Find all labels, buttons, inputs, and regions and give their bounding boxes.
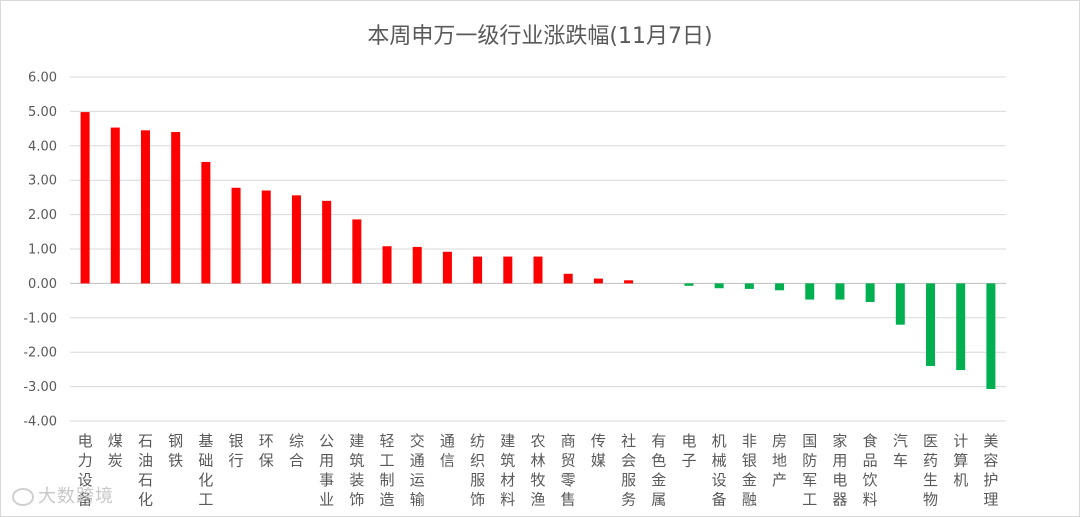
bar bbox=[503, 256, 513, 284]
y-tick-label: -2.00 bbox=[23, 346, 57, 361]
y-tick-label: -4.00 bbox=[23, 415, 57, 430]
bar bbox=[110, 127, 120, 284]
bar bbox=[926, 283, 936, 366]
bar bbox=[986, 283, 996, 390]
x-tick-label: 电子 bbox=[681, 432, 696, 470]
y-tick-label: 1.00 bbox=[28, 243, 57, 258]
bar bbox=[473, 256, 483, 284]
watermark-text: 大数跨境 bbox=[38, 486, 114, 507]
bar bbox=[835, 283, 845, 300]
bar bbox=[684, 283, 694, 286]
bar bbox=[714, 283, 724, 289]
x-tick-label: 医药生物 bbox=[923, 432, 938, 509]
x-tick-label: 美容护理 bbox=[983, 432, 998, 509]
bar bbox=[805, 283, 815, 300]
x-tick-label: 煤炭 bbox=[108, 432, 123, 470]
x-tick-label: 通信 bbox=[440, 432, 455, 470]
y-tick-label: 3.00 bbox=[28, 174, 57, 189]
bar bbox=[865, 283, 875, 302]
bar bbox=[442, 251, 452, 284]
bars bbox=[80, 112, 996, 390]
x-tick-label: 汽车 bbox=[893, 432, 908, 470]
x-tick-label: 家用电器 bbox=[832, 432, 847, 509]
x-tick-label: 食品饮料 bbox=[863, 432, 878, 509]
bar bbox=[140, 130, 150, 284]
x-tick-label: 非银金融 bbox=[742, 432, 757, 509]
bar bbox=[956, 283, 966, 371]
x-tick-label: 纺织服饰 bbox=[470, 432, 485, 509]
bar bbox=[624, 280, 634, 284]
y-axis-ticks: 6.00 5.00 4.00 3.00 2.00 1.00 0.00 -1.00 -2.00 -3… bbox=[23, 71, 57, 430]
watermark: 大数跨境 bbox=[12, 482, 114, 508]
bar bbox=[231, 187, 241, 284]
x-tick-label: 商贸零售 bbox=[561, 432, 576, 509]
x-tick-label: 建筑装饰 bbox=[349, 432, 364, 509]
bar bbox=[322, 200, 332, 284]
y-tick-label: -3.00 bbox=[23, 380, 57, 395]
x-tick-label: 社会服务 bbox=[621, 432, 636, 509]
bar bbox=[80, 112, 90, 284]
x-tick-label: 钢铁 bbox=[168, 432, 183, 470]
y-tick-label: 5.00 bbox=[28, 105, 57, 120]
x-tick-label: 综合 bbox=[289, 432, 304, 470]
y-tick-label: 6.00 bbox=[28, 71, 57, 86]
y-tick-label: 0.00 bbox=[28, 277, 57, 292]
watermark-logo-icon bbox=[12, 488, 34, 506]
bar bbox=[775, 283, 785, 291]
y-tick-label: 4.00 bbox=[28, 139, 57, 154]
x-tick-label: 交通运输 bbox=[410, 432, 425, 509]
bar bbox=[382, 246, 392, 284]
y-tick-label: -1.00 bbox=[23, 311, 57, 326]
bar bbox=[261, 190, 271, 284]
bar bbox=[291, 195, 301, 284]
bar bbox=[352, 219, 362, 284]
x-tick-label: 石油石化 bbox=[138, 432, 153, 509]
bar bbox=[593, 278, 603, 284]
x-tick-label: 房地产 bbox=[772, 432, 787, 489]
x-tick-label: 计算机 bbox=[953, 432, 968, 489]
bar bbox=[895, 283, 905, 325]
bar bbox=[201, 161, 211, 284]
x-tick-label: 轻工制造 bbox=[380, 432, 395, 509]
bar bbox=[533, 256, 543, 284]
chart-title: 本周申万一级行业涨跌幅(11月7日) bbox=[367, 24, 713, 49]
x-tick-label: 电力设备 bbox=[78, 432, 93, 509]
x-tick-label: 银行 bbox=[229, 432, 244, 470]
x-tick-label: 传媒 bbox=[591, 432, 606, 470]
x-tick-label: 建筑材料 bbox=[500, 432, 515, 509]
bar bbox=[171, 132, 181, 284]
x-tick-label: 有色金属 bbox=[651, 432, 666, 509]
y-tick-label: 2.00 bbox=[28, 208, 57, 223]
bar bbox=[412, 246, 422, 284]
x-tick-label: 基础化工 bbox=[198, 432, 213, 509]
bar bbox=[744, 283, 754, 289]
x-tick-label: 环保 bbox=[259, 432, 274, 470]
x-tick-label: 公用事业 bbox=[319, 432, 334, 509]
gridlines bbox=[70, 76, 1006, 422]
bar bbox=[563, 273, 573, 284]
x-tick-label: 国防军工 bbox=[802, 432, 817, 509]
x-tick-label: 农林牧渔 bbox=[530, 432, 545, 509]
x-tick-label: 机械设备 bbox=[712, 432, 727, 509]
